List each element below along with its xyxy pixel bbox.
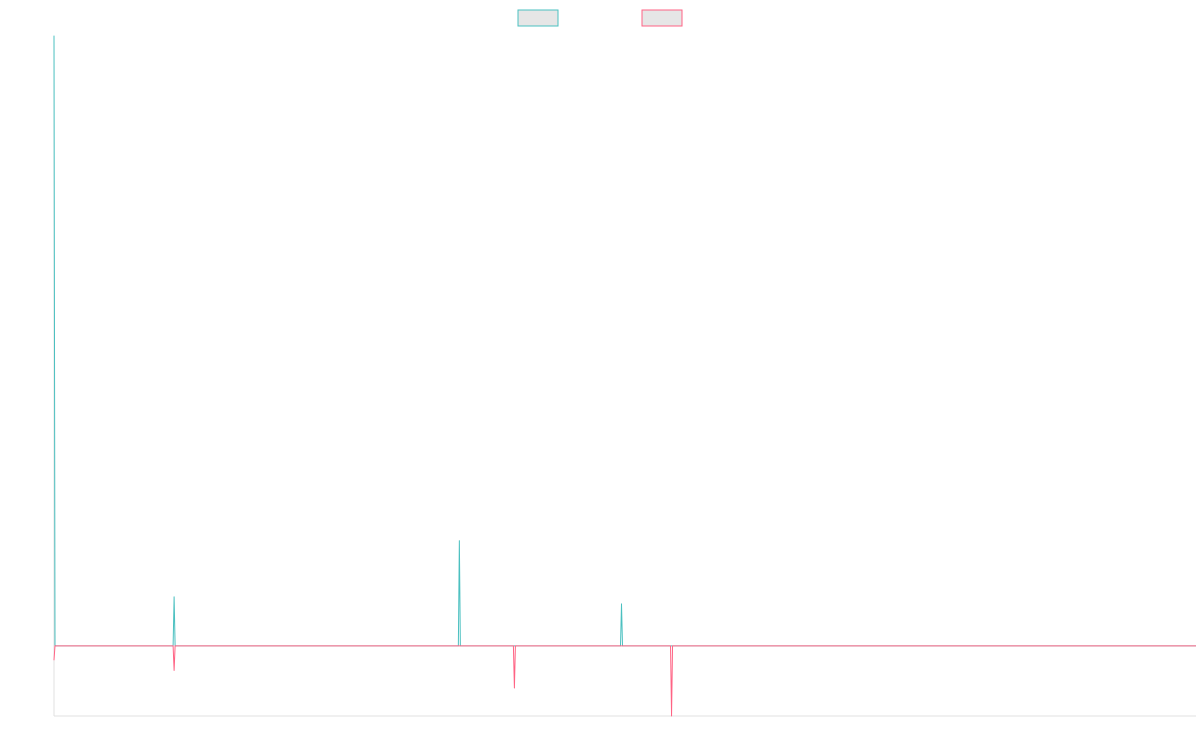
- chart-legend: [517, 9, 683, 27]
- data-point-s1-405: [458, 540, 460, 542]
- series-line-1: [53, 35, 1196, 647]
- data-point-s2-617: [671, 715, 673, 717]
- data-point-s1-567: [621, 603, 622, 605]
- data-point-s2-0: [53, 659, 55, 661]
- chart-axes: [53, 36, 1196, 717]
- legend-swatch-2[interactable]: [641, 9, 683, 27]
- data-point-s1-0: [53, 35, 55, 37]
- series-line-2: [53, 645, 1196, 717]
- plot-area: [53, 35, 1196, 717]
- data-point-s2-120: [173, 669, 175, 671]
- data-point-s2-460: [513, 687, 515, 689]
- data-point-s1-120: [173, 596, 175, 598]
- legend-swatch-1[interactable]: [517, 9, 559, 27]
